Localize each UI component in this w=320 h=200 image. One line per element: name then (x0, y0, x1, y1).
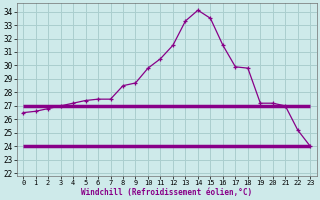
X-axis label: Windchill (Refroidissement éolien,°C): Windchill (Refroidissement éolien,°C) (81, 188, 252, 197)
